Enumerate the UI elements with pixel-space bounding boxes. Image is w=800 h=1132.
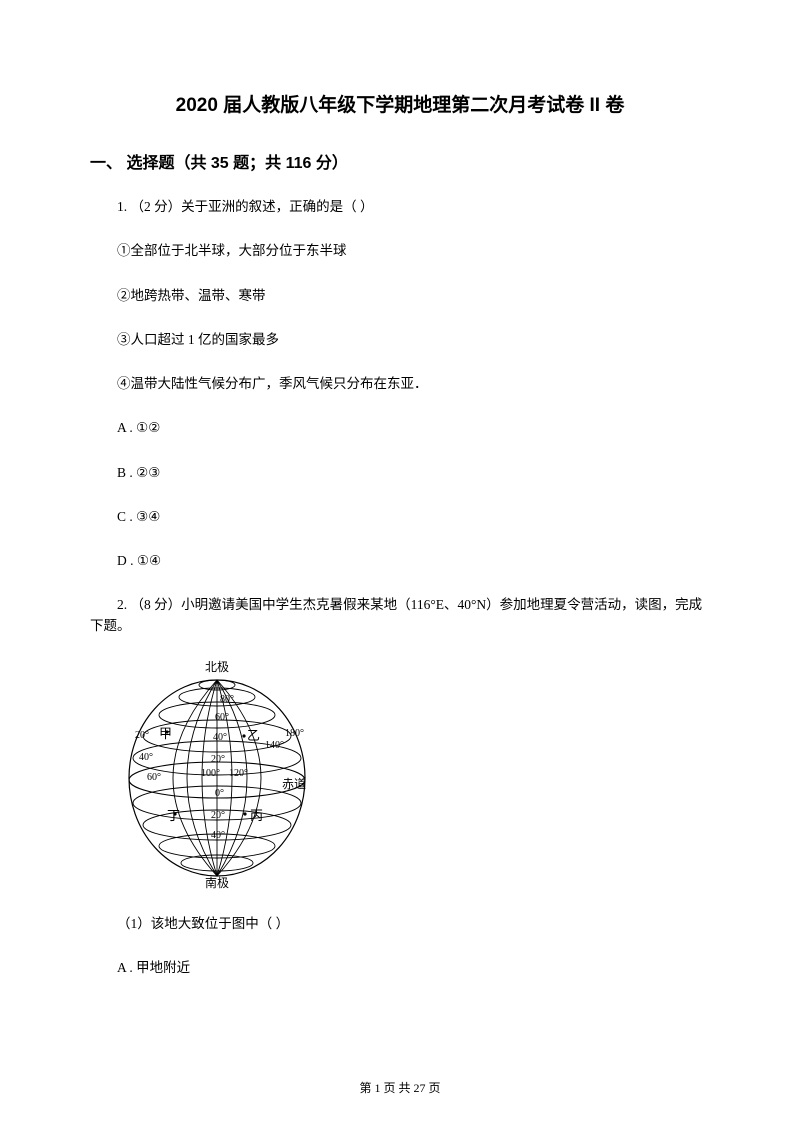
question-1: 1. （2 分）关于亚洲的叙述，正确的是（ ） ①全部位于北半球，大部分位于东半… (90, 197, 710, 571)
globe-svg: 北极 南极 80° (117, 660, 317, 890)
marker-yi: 乙 (247, 728, 260, 743)
globe-figure: 北极 南极 80° (117, 660, 710, 890)
lat-label-80: 80° (220, 694, 234, 705)
q1-option-b: B . ②③ (90, 463, 710, 483)
lon-60: 60° (147, 772, 161, 783)
section-header: 一、 选择题（共 35 题；共 116 分） (90, 149, 710, 173)
lon-140: 140° (265, 740, 284, 751)
dot-ding (173, 812, 176, 815)
lon-20: 20° (135, 730, 149, 741)
lat-label-20s: 20° (211, 810, 225, 821)
north-pole-label: 北极 (205, 660, 229, 674)
question-2: 2. （8 分）小明邀请美国中学生杰克暑假来某地（116°E、40°N）参加地理… (90, 595, 710, 978)
page-title: 2020 届人教版八年级下学期地理第二次月考试卷 II 卷 (90, 90, 710, 117)
dot-yi (242, 734, 245, 737)
lat-label-40: 40° (213, 732, 227, 743)
south-pole-label: 南极 (205, 875, 229, 890)
lon-180: 180° (285, 728, 304, 739)
q1-statement-3: ③人口超过 1 亿的国家最多 (90, 330, 710, 350)
dot-bing (243, 812, 246, 815)
dot-jia (165, 730, 168, 733)
lat-label-60: 60° (215, 712, 229, 723)
q1-statement-2: ②地跨热带、温带、寒带 (90, 286, 710, 306)
q1-option-c: C . ③④ (90, 507, 710, 527)
q1-statement-1: ①全部位于北半球，大部分位于东半球 (90, 241, 710, 261)
q1-option-d: D . ①④ (90, 551, 710, 571)
lat-label-20: 20° (211, 754, 225, 765)
q2-stem: 2. （8 分）小明邀请美国中学生杰克暑假来某地（116°E、40°N）参加地理… (90, 595, 710, 636)
equator-label: 赤道 (282, 777, 306, 791)
lon-100: 100° (201, 768, 220, 779)
lat-label-40s: 40° (211, 830, 225, 841)
q2-sub1: （1）该地大致位于图中（ ） (90, 914, 710, 934)
q2-option-a: A . 甲地附近 (90, 958, 710, 978)
q1-statement-4: ④温带大陆性气候分布广，季风气候只分布在东亚． (90, 374, 710, 394)
lon-120: 120° (229, 768, 248, 779)
q1-option-a: A . ①② (90, 418, 710, 438)
lon-40: 40° (139, 752, 153, 763)
q1-stem: 1. （2 分）关于亚洲的叙述，正确的是（ ） (90, 197, 710, 217)
page-footer: 第 1 页 共 27 页 (0, 1079, 800, 1096)
marker-bing: 丙 (250, 808, 263, 823)
marker-ding: 丁 (167, 808, 180, 823)
lat-label-0: 0° (215, 788, 224, 799)
marker-jia: 甲 (159, 726, 172, 741)
